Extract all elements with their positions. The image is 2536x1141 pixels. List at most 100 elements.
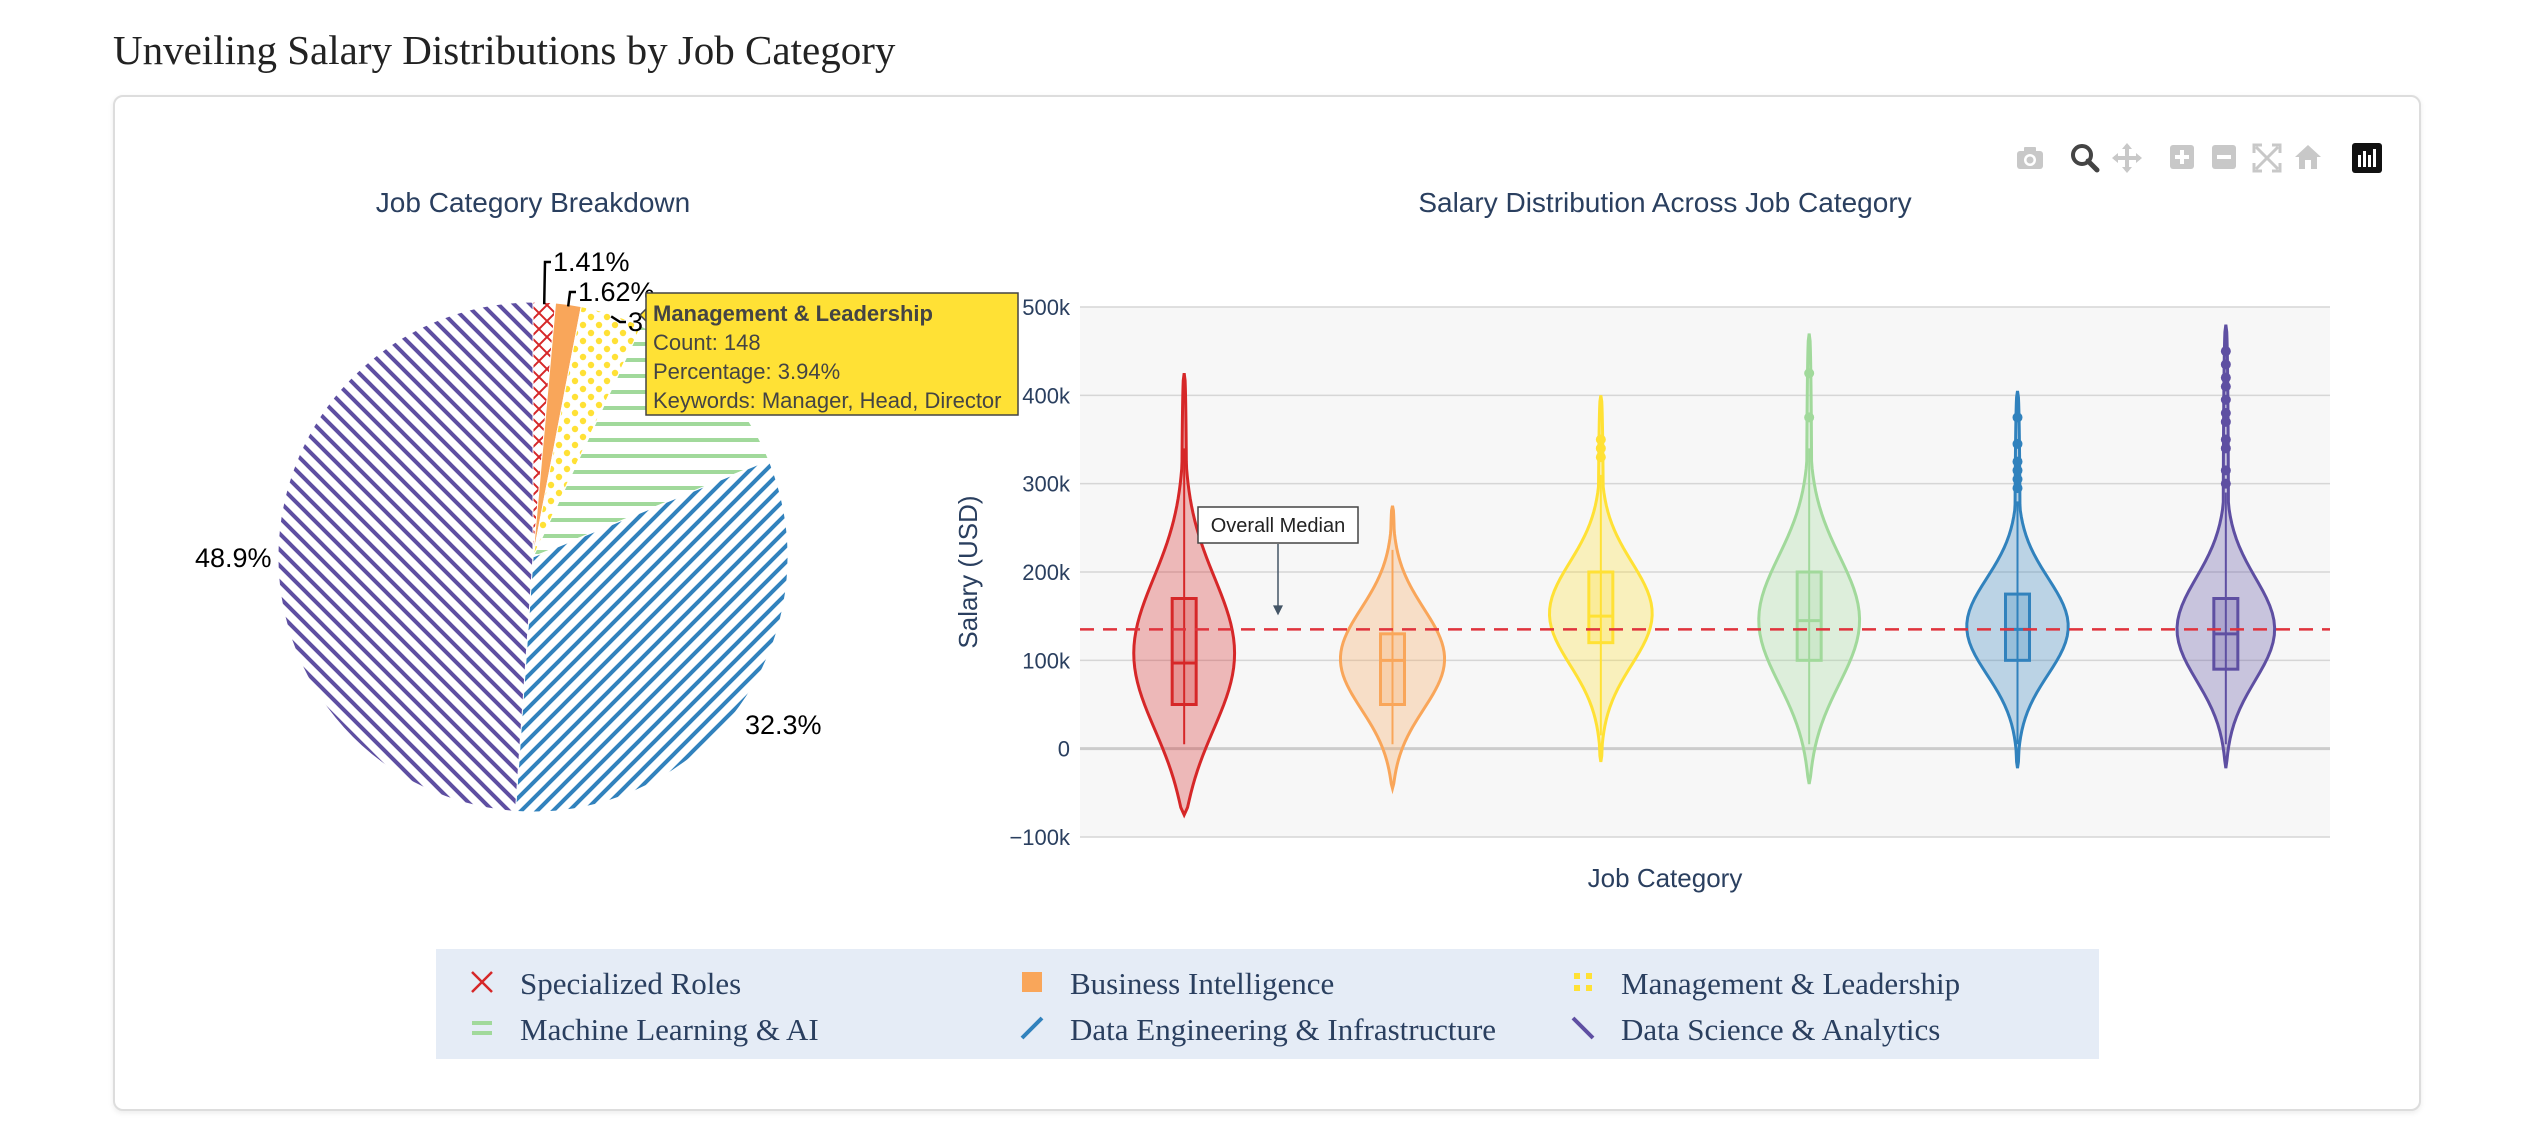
pie-label-5: 48.9% <box>195 543 272 573</box>
autoscale-icon[interactable] <box>2252 143 2282 173</box>
violin-outlier <box>2012 412 2023 423</box>
tooltip-line-percentage: Percentage: 3.94% <box>653 359 840 384</box>
legend-label: Data Engineering & Infrastructure <box>1070 1012 1496 1047</box>
pie-tooltip: Management & Leadership Count: 148 Perce… <box>638 292 1019 416</box>
pie-leader-line <box>610 315 626 324</box>
legend-label: Data Science & Analytics <box>1621 1012 1940 1047</box>
violin-box <box>1795 570 1823 662</box>
pie-leader-line <box>542 260 551 305</box>
violin-outlier <box>1595 434 1606 445</box>
legend-label: Machine Learning & AI <box>520 1012 819 1047</box>
y-tick-label: 500k <box>1022 295 1071 320</box>
y-tick-labels: −100k 0 100k 200k 300k 400k 500k <box>1009 295 1071 850</box>
violin-outlier <box>2012 465 2023 476</box>
violin-outlier <box>1595 443 1606 454</box>
violin-outlier <box>2220 381 2231 392</box>
violin-outlier <box>1804 368 1815 379</box>
chart-card: Job Category Breakdown 1.41% 1.62% 3. 32.3%… <box>113 95 2421 1111</box>
legend-label: Business Intelligence <box>1070 966 1334 1001</box>
violin-management-leadership[interactable] <box>1547 395 1654 763</box>
legend-item-machine-learning-ai[interactable]: Machine Learning & AI <box>472 1012 819 1047</box>
pan-icon[interactable] <box>2112 143 2142 173</box>
y-tick-label: −100k <box>1009 825 1071 850</box>
page-title: Unveiling Salary Distributions by Job Ca… <box>113 27 896 73</box>
zoom-in-icon[interactable] <box>2170 145 2194 169</box>
violin-outlier <box>2220 416 2231 427</box>
legend-label: Specialized Roles <box>520 966 741 1001</box>
legend-swatch <box>1571 1016 1595 1040</box>
violin-outlier <box>1804 412 1815 423</box>
tooltip-box <box>645 292 1019 416</box>
violin-chart-title: Salary Distribution Across Job Category <box>1418 187 1911 218</box>
tooltip-title: Management & Leadership <box>653 301 933 326</box>
pie-slice-data-engineering-infrastructure[interactable] <box>514 459 789 813</box>
pie-label-4: 32.3% <box>745 710 822 740</box>
violin-data-engineering-infrastructure[interactable] <box>1965 390 2070 769</box>
violin-box <box>2004 592 2031 662</box>
tooltip-line-count: Count: 148 <box>653 330 761 355</box>
violin-outlier <box>2012 474 2023 485</box>
y-tick-label: 0 <box>1058 737 1070 762</box>
pie-chart-title: Job Category Breakdown <box>376 187 690 218</box>
violin-outlier <box>2220 465 2231 476</box>
pie-label-1: 1.62% <box>578 277 655 307</box>
y-tick-label: 100k <box>1022 648 1071 673</box>
camera-icon[interactable] <box>2017 147 2043 169</box>
y-tick-label: 300k <box>1022 472 1071 497</box>
legend-box <box>436 949 2099 1059</box>
violin-specialized-roles[interactable] <box>1132 373 1237 819</box>
violin-outlier <box>2220 372 2231 383</box>
violin-machine-learning-ai[interactable] <box>1757 333 1862 785</box>
legend: Specialized Roles Business Intelligence Ma… <box>471 966 1960 1047</box>
violins <box>1132 324 2277 819</box>
violin-box <box>1379 632 1406 706</box>
zoom-icon[interactable] <box>2071 144 2100 173</box>
reset-axes-icon[interactable] <box>2295 145 2321 169</box>
violin-outlier <box>2012 456 2023 467</box>
legend-swatch <box>1022 972 1042 992</box>
x-axis-title: Job Category <box>1588 863 1743 893</box>
median-annotation-arrowhead <box>1273 605 1283 616</box>
legend-swatch <box>1574 973 1592 991</box>
violin-box <box>1170 597 1198 706</box>
legend-item-specialized-roles[interactable]: Specialized Roles <box>471 966 741 1001</box>
plotly-logo-icon[interactable] <box>2352 143 2382 173</box>
violin-outlier <box>2220 408 2231 418</box>
legend-swatch <box>471 971 493 993</box>
pie-slice-data-science-analytics[interactable] <box>277 301 534 812</box>
y-tick-label: 200k <box>1022 560 1071 585</box>
zoom-out-icon[interactable] <box>2212 145 2236 169</box>
violin-data-science-analytics[interactable] <box>2175 324 2277 769</box>
y-axis-title: Salary (USD) <box>953 495 983 648</box>
median-annotation-text: Overall Median <box>1211 515 1346 537</box>
legend-swatch <box>1020 1016 1044 1040</box>
y-tick-label: 400k <box>1022 383 1071 408</box>
violin-business-intelligence[interactable] <box>1338 505 1447 795</box>
pie-label-0: 1.41% <box>553 247 630 277</box>
chart-svg: Job Category Breakdown 1.41%1.62%3.32.3%… <box>195 143 2382 1059</box>
violin-outlier <box>2012 483 2023 494</box>
legend-item-data-science-analytics[interactable]: Data Science & Analytics <box>1571 1012 1940 1047</box>
tooltip-line-keywords: Keywords: Manager, Head, Director <box>653 388 1002 413</box>
violin-outlier <box>2220 359 2231 370</box>
legend-item-management-leadership[interactable]: Management & Leadership <box>1574 966 1960 1001</box>
legend-item-data-engineering-infrastructure[interactable]: Data Engineering & Infrastructure <box>1020 1012 1496 1047</box>
violin-outlier <box>2012 438 2023 449</box>
pie-leader-line <box>566 290 576 307</box>
legend-label: Management & Leadership <box>1621 966 1960 1001</box>
violin-box <box>1587 570 1615 645</box>
violin-outlier <box>2220 443 2231 454</box>
median-annotation: Overall Median <box>1197 506 1359 616</box>
violin-outlier <box>2220 346 2231 357</box>
y-grid <box>1080 306 2330 838</box>
legend-swatch <box>472 1021 492 1035</box>
violin-outlier <box>2220 478 2231 489</box>
median-annotation-box <box>1197 506 1359 544</box>
pie-labels: 1.41%1.62%3.32.3%48.9% <box>195 247 822 740</box>
legend-item-business-intelligence[interactable]: Business Intelligence <box>1022 966 1334 1001</box>
violin-outlier <box>2220 434 2231 445</box>
modebar <box>2017 143 2382 173</box>
violin-outlier <box>1595 452 1606 463</box>
pie-slices <box>277 301 789 813</box>
violin-outlier <box>2220 394 2231 405</box>
